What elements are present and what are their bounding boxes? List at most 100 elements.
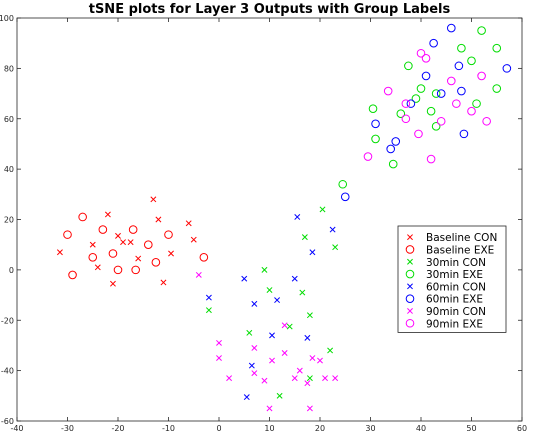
data-point xyxy=(94,264,101,271)
data-point xyxy=(89,241,96,248)
data-point xyxy=(421,71,431,81)
data-point xyxy=(447,76,456,86)
data-point xyxy=(340,192,350,202)
data-point xyxy=(426,106,436,116)
data-point xyxy=(281,350,288,356)
data-point xyxy=(459,129,469,139)
data-point xyxy=(421,54,431,63)
data-point xyxy=(286,323,293,330)
data-point xyxy=(160,279,167,286)
data-point xyxy=(502,64,512,73)
data-point xyxy=(144,240,153,249)
data-point xyxy=(68,270,77,280)
data-point xyxy=(338,179,348,189)
data-point xyxy=(431,89,441,98)
legend-marker xyxy=(407,283,413,290)
data-point xyxy=(205,294,212,301)
x-tick-label: -30 xyxy=(61,424,74,433)
data-point xyxy=(281,322,288,329)
series-0 xyxy=(56,196,197,287)
data-point xyxy=(472,99,481,108)
data-point xyxy=(266,405,273,412)
legend-label: 30min EXE xyxy=(426,269,483,281)
data-point xyxy=(251,370,258,377)
data-point xyxy=(306,312,313,319)
data-point xyxy=(104,211,111,218)
data-point xyxy=(329,226,336,233)
data-point xyxy=(414,129,423,139)
x-tick-label: 0 xyxy=(216,424,221,433)
data-point xyxy=(269,332,275,339)
series-1 xyxy=(63,212,209,280)
x-tick-label: -40 xyxy=(10,424,23,433)
data-point xyxy=(436,116,446,126)
data-point xyxy=(276,392,283,399)
data-point xyxy=(168,250,174,257)
data-point xyxy=(482,116,491,126)
data-point xyxy=(304,334,311,341)
data-point xyxy=(120,239,127,246)
legend-label: Baseline EXE xyxy=(426,244,494,256)
data-point xyxy=(251,345,258,351)
legend-label: 90min CON xyxy=(426,306,486,318)
data-point xyxy=(452,99,461,108)
data-point xyxy=(317,357,323,364)
x-tick-label: 50 xyxy=(466,424,476,433)
legend-label: 60min CON xyxy=(426,281,486,293)
data-point xyxy=(401,99,411,108)
data-point xyxy=(492,43,502,53)
data-point xyxy=(151,258,161,267)
data-point xyxy=(371,134,380,144)
data-point xyxy=(274,297,281,304)
data-point xyxy=(164,230,173,239)
x-tick-label: 30 xyxy=(365,424,375,433)
data-point xyxy=(383,86,393,96)
y-tick-label: 0 xyxy=(9,266,14,275)
data-point xyxy=(332,244,339,251)
data-point xyxy=(195,271,202,278)
data-point xyxy=(296,367,303,374)
data-point xyxy=(406,99,416,108)
data-point xyxy=(429,38,438,48)
data-point xyxy=(299,289,306,296)
data-point xyxy=(391,137,401,146)
y-tick-label: 20 xyxy=(4,216,14,225)
data-point xyxy=(301,234,308,241)
data-point xyxy=(291,375,298,382)
plot-area xyxy=(56,23,512,412)
legend-label: 30min CON xyxy=(426,257,486,269)
data-point xyxy=(109,280,116,287)
chart-title: tSNE plots for Layer 3 Outputs with Grou… xyxy=(89,2,451,17)
legend-label: 60min EXE xyxy=(426,294,483,306)
data-point xyxy=(401,114,411,124)
y-tick-label: -20 xyxy=(1,316,14,325)
data-point xyxy=(396,109,406,119)
data-point xyxy=(78,212,87,222)
y-tick-label: -60 xyxy=(1,417,14,426)
data-point xyxy=(88,252,98,262)
data-point xyxy=(56,249,63,256)
data-point xyxy=(371,119,380,129)
data-point xyxy=(363,152,373,161)
data-point xyxy=(251,300,258,307)
legend-marker xyxy=(405,269,415,279)
data-point xyxy=(309,355,316,361)
data-point xyxy=(261,377,268,384)
data-point xyxy=(128,225,138,234)
data-point xyxy=(306,375,313,382)
axes: -40 -30 -20 -10 0 10 20 30 40 50 60-60-40-20020406… xyxy=(0,14,527,433)
series-2 xyxy=(205,206,339,399)
data-point xyxy=(447,23,456,33)
data-point xyxy=(63,230,72,239)
data-point xyxy=(416,84,426,93)
data-point xyxy=(477,71,486,81)
data-point xyxy=(216,339,222,346)
data-point xyxy=(113,265,123,275)
data-point xyxy=(457,43,466,53)
data-point xyxy=(226,375,233,382)
data-point xyxy=(332,375,339,382)
data-point xyxy=(467,56,476,66)
data-point xyxy=(241,275,248,282)
data-point xyxy=(269,357,275,364)
